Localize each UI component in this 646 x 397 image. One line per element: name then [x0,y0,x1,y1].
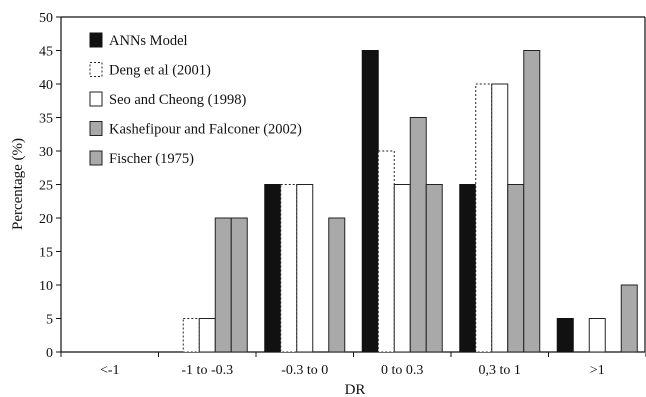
y-tick-label: 35 [39,112,53,127]
bar [328,217,346,353]
legend-swatch [89,91,103,107]
bar [214,217,232,353]
bar [556,318,574,353]
x-axis-label: DR [345,382,366,397]
y-tick-label: 10 [39,279,53,294]
x-tick-label: 0 to 0.3 [381,363,423,378]
bar [280,184,298,353]
bar [377,150,395,353]
legend-label: Seo and Cheong (1998) [109,92,246,108]
y-tick-label: 40 [39,78,53,93]
bar [588,318,606,353]
bar [425,184,443,353]
x-tick-label: >1 [590,363,605,378]
bar [230,217,248,353]
x-tick-label: -1 to -0.3 [181,363,233,378]
legend-label: Fischer (1975) [109,151,194,167]
bar [620,284,638,353]
x-tick-label: -0.3 to 0 [281,363,328,378]
bar [459,184,477,353]
legend-label: Deng et al (2001) [109,63,211,79]
legend: ANNs Model Deng et al (2001) Seo and Cheon… [89,32,302,167]
y-tick-label: 25 [39,179,53,194]
legend-swatch [89,121,103,136]
bar [182,318,200,353]
x-tick-label: <-1 [100,363,120,378]
bar [491,83,509,353]
plot-area: 0 5 10 15 20 25 30 35 40 45 50 <-1 -1 to -0.3 -0.3 to… [39,11,646,378]
y-tick-label: 50 [39,11,53,26]
bar [409,117,427,353]
legend-label: ANNs Model [109,33,188,49]
x-tick-label: 0,3 to 1 [479,363,521,378]
y-tick-label: 15 [39,246,53,261]
bar [361,50,379,353]
bar [475,83,493,353]
bar [523,50,541,353]
y-tick-label: 45 [39,45,53,60]
legend-label: Kashefipour and Falconer (2002) [109,122,302,138]
legend-swatch [89,150,103,166]
bar [507,184,525,353]
bar [393,184,411,353]
bar [264,184,282,353]
bar [198,318,216,353]
y-tick-label: 20 [39,212,53,227]
legend-swatch [89,62,103,77]
y-tick-label: 5 [46,313,53,328]
bar [296,184,314,353]
legend-swatch [89,32,103,48]
y-tick-label: 0 [46,346,53,361]
y-tick-label: 30 [39,145,53,160]
y-axis-label: Percentage (%) [10,138,26,230]
